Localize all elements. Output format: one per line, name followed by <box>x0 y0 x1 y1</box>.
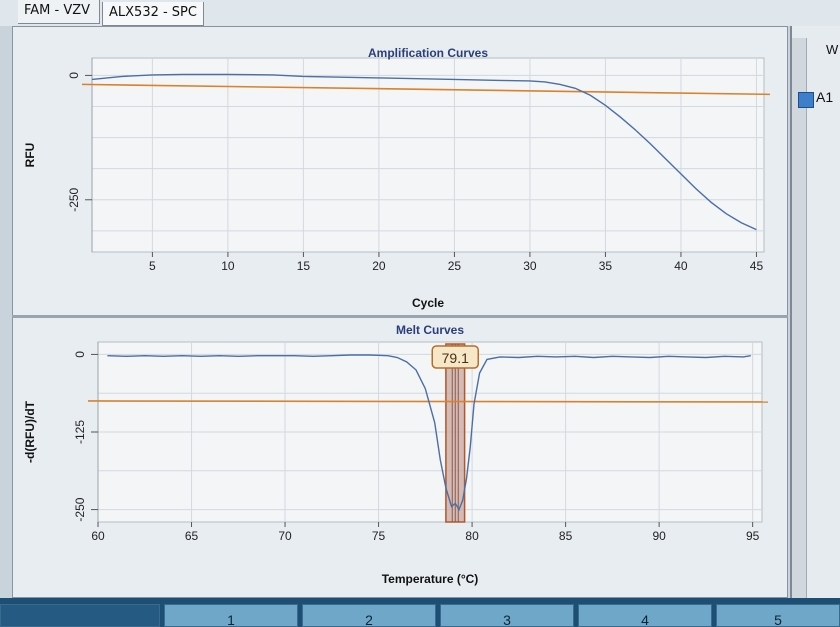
bottom-button-3[interactable]: 3 <box>440 604 574 627</box>
x-tick-label: 95 <box>746 529 760 543</box>
well-item-a1[interactable]: A1 <box>816 89 834 105</box>
well-list-scrollbar[interactable] <box>792 38 807 598</box>
x-tick-label: 40 <box>674 259 688 273</box>
amplification-chart: 5 10 15 20 25 30 35 40 45 0 -250 Amplification Curv… <box>23 46 771 310</box>
bottom-button-4[interactable]: 4 <box>578 604 712 627</box>
x-tick-label: 85 <box>559 529 573 543</box>
well-color-swatch <box>798 92 814 108</box>
y-tick-label: 0 <box>67 72 81 79</box>
x-tick-label: 35 <box>599 259 613 273</box>
x-tick-label: 25 <box>448 259 462 273</box>
plot-area <box>91 57 765 253</box>
well-list-panel: W A1 <box>790 26 840 598</box>
y-tick-label: -250 <box>73 497 87 521</box>
bottom-button-1[interactable]: 1 <box>164 604 298 627</box>
x-axis-title: Temperature (°C) <box>382 572 479 586</box>
x-tick-label: 30 <box>523 259 537 273</box>
y-axis-title: RFU <box>23 143 37 168</box>
chart-title: Amplification Curves <box>368 46 488 60</box>
y-tick-label: -125 <box>73 420 87 444</box>
bottom-button-5[interactable]: 5 <box>716 604 840 627</box>
x-tick-label: 5 <box>149 259 156 273</box>
x-tick-label: 10 <box>221 259 235 273</box>
tab-fam-vzv[interactable]: FAM - VZV <box>18 0 100 24</box>
y-tick-label: -250 <box>67 187 81 211</box>
chart-title: Melt Curves <box>396 323 464 337</box>
x-tick-label: 15 <box>297 259 311 273</box>
bottom-button-2[interactable]: 2 <box>302 604 436 627</box>
x-axis-title: Cycle <box>412 296 444 310</box>
x-tick-label: 80 <box>465 529 479 543</box>
melt-peak-label-box <box>431 345 480 369</box>
y-axis-title: -d(RFU)/dT <box>23 400 37 463</box>
x-tick-label: 75 <box>372 529 386 543</box>
threshold-line <box>81 83 771 96</box>
melt-peak-label: 79.1 <box>442 350 469 366</box>
x-tick-label: 20 <box>372 259 386 273</box>
melt-chart: 60 65 70 75 80 85 90 95 0 -125 -250 Melt Curves Temp… <box>23 323 769 586</box>
x-tick-label: 45 <box>750 259 764 273</box>
bottom-button-0[interactable] <box>0 604 160 627</box>
tab-alx532-spc[interactable]: ALX532 - SPC <box>102 2 204 26</box>
panel-divider <box>12 315 788 318</box>
series-line <box>107 354 751 512</box>
x-tick-label: 60 <box>91 529 105 543</box>
tab-bar: FAM - VZV ALX532 - SPC <box>0 0 840 26</box>
x-tick-label: 65 <box>185 529 199 543</box>
threshold-line <box>87 400 769 403</box>
x-tick-label: 90 <box>652 529 666 543</box>
x-tick-label: 70 <box>278 529 292 543</box>
y-tick-label: 0 <box>73 351 87 358</box>
series-line <box>91 73 757 231</box>
well-list-header: W <box>826 42 839 57</box>
